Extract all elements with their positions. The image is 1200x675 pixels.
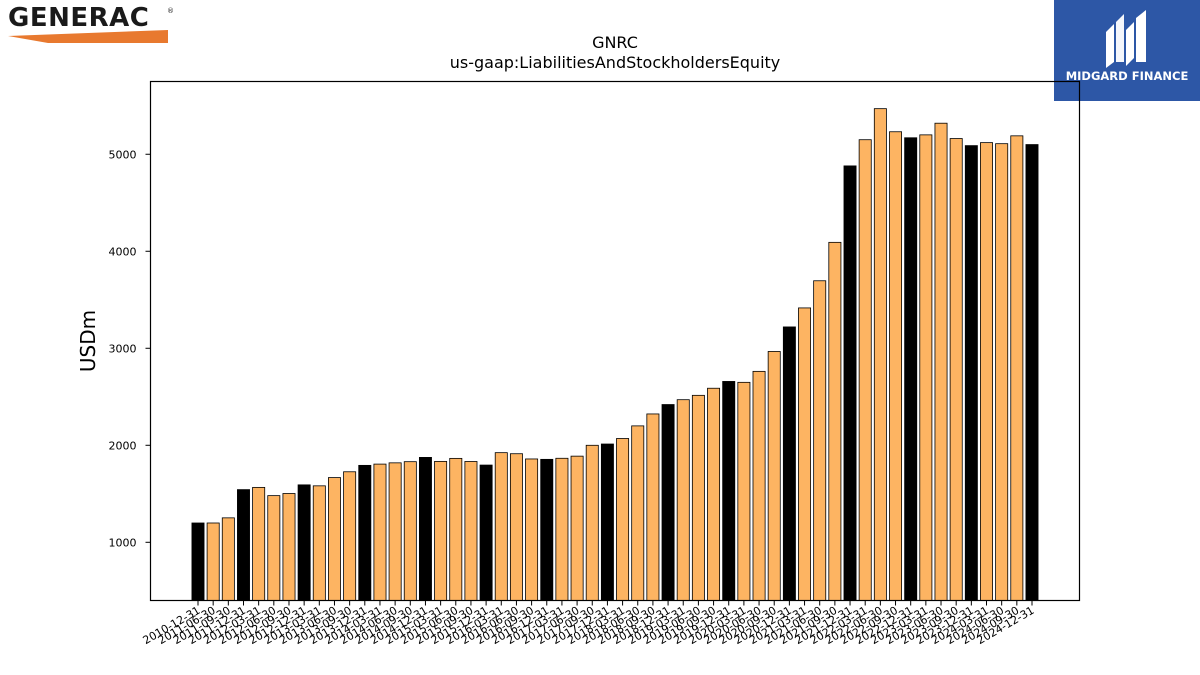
bar-2018-09-30 <box>646 413 660 601</box>
bar-2012-12-31 <box>297 484 311 601</box>
bar-2019-09-30 <box>707 387 721 601</box>
bar-2017-09-30 <box>585 444 599 601</box>
generac-logo-reg-mark: ® <box>167 7 174 15</box>
bar-2021-03-31 <box>798 307 812 601</box>
y-tick-label: 5000 <box>109 148 137 161</box>
y-tick-label: 2000 <box>109 439 137 452</box>
bar-2013-09-30 <box>343 471 357 601</box>
bar-2020-03-31 <box>737 381 751 601</box>
bar-2022-09-30 <box>889 131 902 601</box>
bar-2012-06-30 <box>267 495 281 601</box>
bar-2016-06-30 <box>509 453 523 601</box>
y-tick-label: 3000 <box>109 342 137 355</box>
bar-2023-09-30 <box>949 138 963 601</box>
bar-2024-09-30 <box>1010 135 1024 601</box>
bar-2018-06-30 <box>631 425 645 601</box>
generac-logo: GENERAC ® <box>4 2 174 44</box>
generac-swoosh-icon <box>8 30 168 43</box>
bar-2018-12-31 <box>661 404 675 601</box>
generac-logo-wordmark: GENERAC <box>8 3 150 33</box>
plot-frame <box>149 80 1081 602</box>
bar-2022-12-31 <box>904 137 918 601</box>
bar-2013-06-30 <box>328 477 341 601</box>
bar-2015-12-31 <box>479 464 493 601</box>
bar-2015-03-31 <box>434 460 448 601</box>
bar-2017-06-30 <box>570 455 584 601</box>
bar-2022-03-31 <box>858 139 872 601</box>
bar-2024-12-31 <box>1025 144 1039 601</box>
bar-2014-09-30 <box>403 461 417 601</box>
bar-2012-03-31 <box>252 486 266 601</box>
bar-2011-09-30 <box>221 517 235 601</box>
bar-2012-09-30 <box>282 493 296 601</box>
bar-2013-03-31 <box>312 485 326 601</box>
y-axis-label: USDm <box>76 310 100 372</box>
bar-2013-12-31 <box>358 464 372 601</box>
bar-2016-12-31 <box>540 458 554 601</box>
midgard-finance-badge: MIDGARD FINANCE <box>1054 0 1200 101</box>
bar-2019-12-31 <box>722 381 736 601</box>
bar-2020-09-30 <box>767 351 781 601</box>
bar-2021-06-30 <box>813 280 827 601</box>
x-axis: 2010-12-312011-06-302011-09-302011-12-31… <box>141 600 1037 647</box>
bars-layer <box>191 108 1039 601</box>
midgard-finance-icon <box>1106 10 1146 68</box>
bar-2023-12-31 <box>964 145 978 601</box>
chart-title: GNRC <box>592 33 638 52</box>
bar-2015-06-30 <box>449 457 463 601</box>
bar-2019-03-31 <box>676 399 690 601</box>
bar-2023-06-30 <box>934 122 948 601</box>
bar-2022-06-30 <box>873 108 887 601</box>
bar-2017-03-31 <box>555 457 569 601</box>
y-tick-label: 1000 <box>109 536 137 549</box>
bar-2024-03-31 <box>980 142 993 601</box>
bar-2020-06-30 <box>752 370 766 601</box>
bar-2018-03-31 <box>616 438 630 601</box>
bar-2014-03-31 <box>373 463 387 601</box>
bar-2014-12-31 <box>418 457 432 601</box>
bar-2010-12-31 <box>191 522 205 601</box>
bar-2016-03-31 <box>494 452 508 601</box>
chart-subtitle: us-gaap:LiabilitiesAndStockholdersEquity <box>450 53 781 72</box>
bar-2023-03-31 <box>919 134 933 601</box>
bar-2015-09-30 <box>464 461 478 601</box>
bar-2021-09-30 <box>828 241 842 601</box>
bar-2011-06-30 <box>206 522 220 601</box>
bar-2014-06-30 <box>388 462 402 601</box>
bar-2011-12-31 <box>237 489 250 601</box>
bar-2019-06-30 <box>691 394 705 601</box>
bar-2016-09-30 <box>525 458 539 601</box>
bar-2021-12-31 <box>843 165 857 601</box>
midgard-finance-name: MIDGARD FINANCE <box>1065 69 1189 83</box>
bar-2020-12-31 <box>782 326 796 601</box>
y-tick-label: 4000 <box>109 245 137 258</box>
y-axis: 1000 2000 3000 4000 5000 <box>109 148 151 549</box>
bar-2017-12-31 <box>600 443 614 601</box>
bar-2024-06-30 <box>995 143 1009 601</box>
